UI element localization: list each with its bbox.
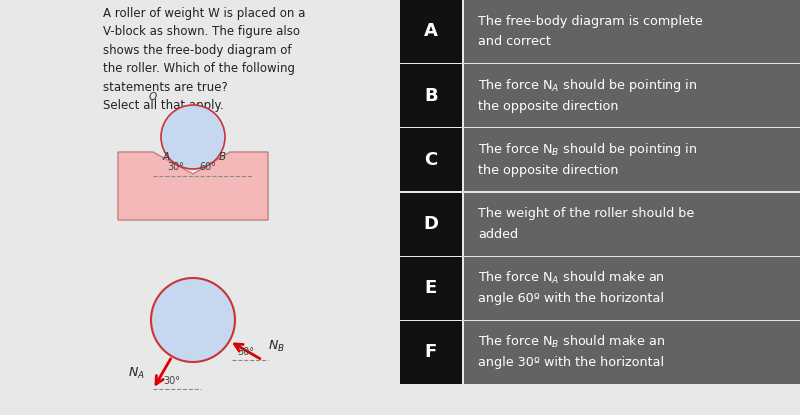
Text: $N_B$: $N_B$ [268,339,285,354]
Bar [464,128,800,191]
Text: and correct: and correct [478,35,551,48]
Text: angle 60º with the horizontal: angle 60º with the horizontal [478,292,664,305]
Text: The force N$_B$ should make an: The force N$_B$ should make an [478,334,665,350]
Bar [464,321,800,384]
Bar [400,257,462,320]
Text: The force N$_A$ should make an: The force N$_A$ should make an [478,270,665,286]
Bar [464,64,800,127]
Text: added: added [478,228,518,241]
Bar [400,321,462,384]
Text: C: C [424,151,438,169]
Text: The weight of the roller should be: The weight of the roller should be [478,207,694,220]
Bar [464,193,800,256]
Text: F: F [425,343,437,361]
Text: the opposite direction: the opposite direction [478,100,618,112]
Bar [464,257,800,320]
Bar [400,128,462,191]
Text: A roller of weight W is placed on a
V-block as shown. The figure also
shows the : A roller of weight W is placed on a V-bl… [103,7,306,112]
Text: the opposite direction: the opposite direction [478,164,618,177]
Circle shape [161,105,225,169]
Text: The force N$_B$ should be pointing in: The force N$_B$ should be pointing in [478,141,698,158]
Text: $N_A$: $N_A$ [128,366,145,381]
Text: angle 30º with the horizontal: angle 30º with the horizontal [478,356,664,369]
Text: D: D [423,215,438,233]
Text: B: B [218,152,226,162]
Text: 30°: 30° [238,347,254,357]
Circle shape [151,278,235,362]
Text: The force N$_A$ should be pointing in: The force N$_A$ should be pointing in [478,77,698,94]
Text: 60°: 60° [199,162,217,172]
Bar [400,64,462,127]
Text: A: A [162,152,170,162]
Polygon shape [118,152,268,220]
Bar [400,0,462,63]
Text: O: O [149,92,157,102]
Text: 30°: 30° [167,162,185,172]
Text: 30°: 30° [163,376,180,386]
Text: The free-body diagram is complete: The free-body diagram is complete [478,15,702,27]
Bar [400,193,462,256]
Bar [464,0,800,63]
Text: A: A [424,22,438,41]
Text: E: E [425,279,437,297]
Text: B: B [424,87,438,105]
